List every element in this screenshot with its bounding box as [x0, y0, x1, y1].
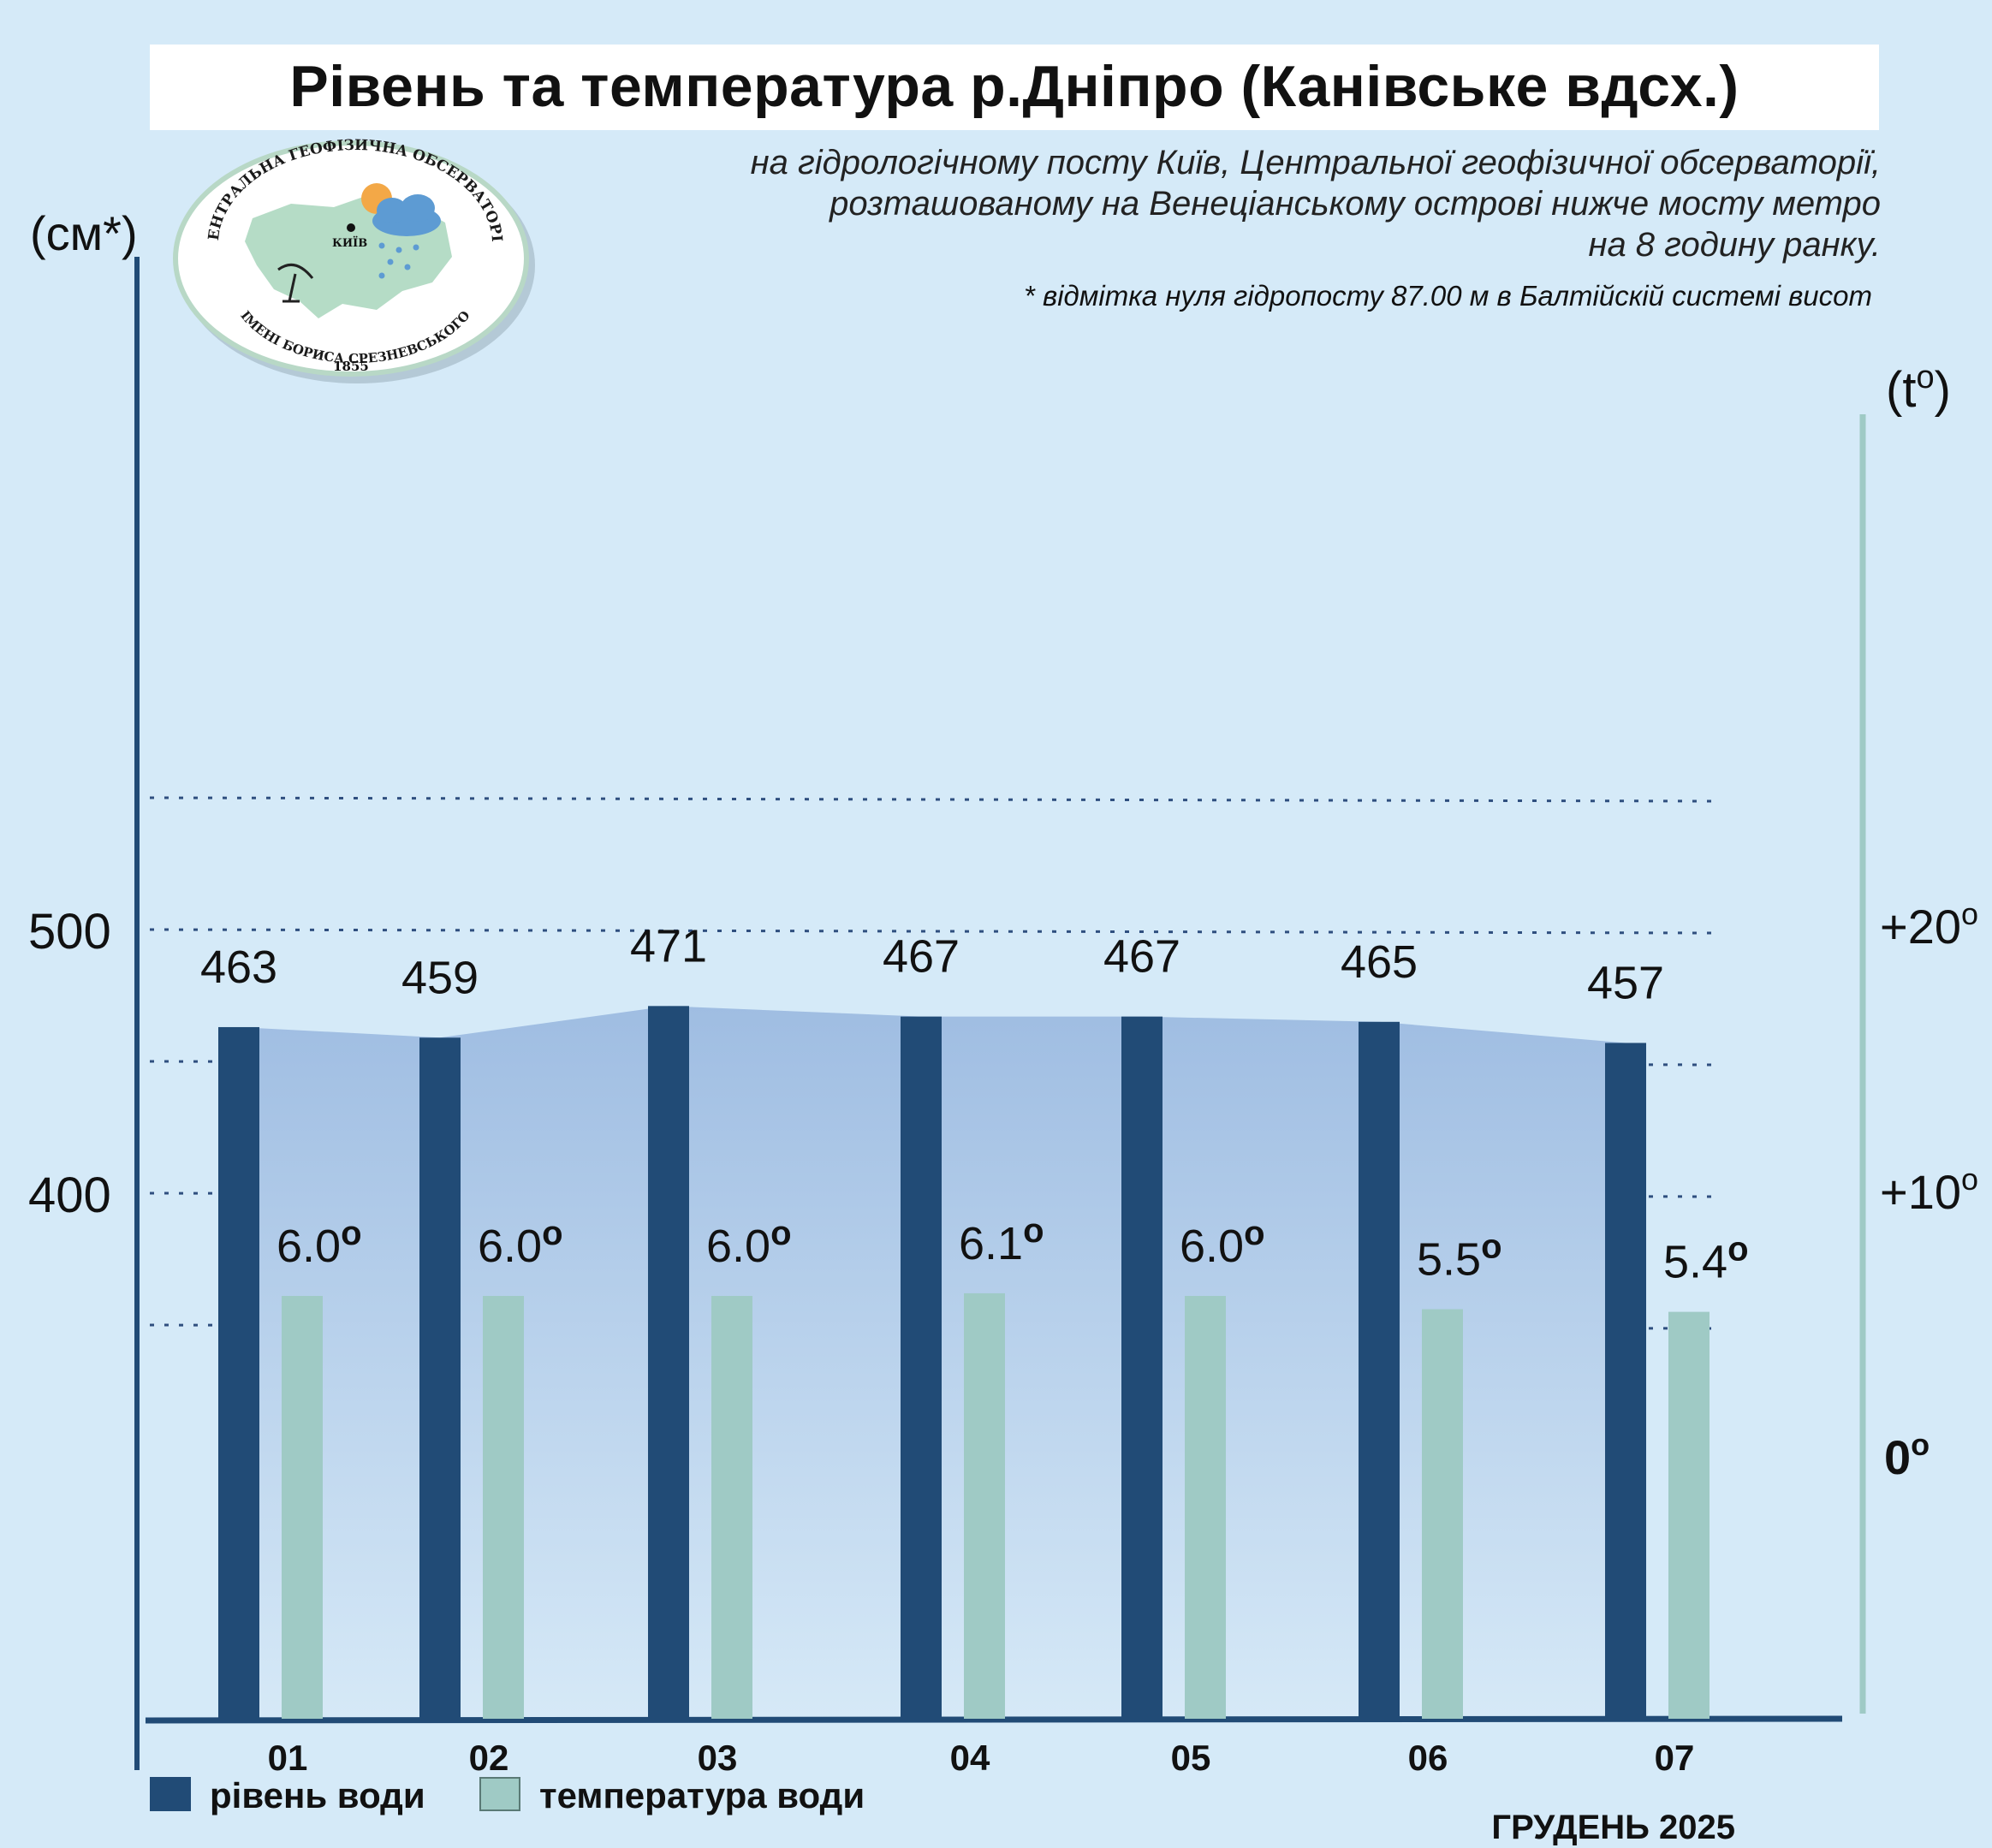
level-bar: [901, 1016, 942, 1719]
temperature-bar: [1668, 1311, 1710, 1719]
month-label: ГРУДЕНЬ 2025: [1491, 1809, 1735, 1846]
level-bar: [1605, 1043, 1646, 1719]
temperature-value-label: 5.5o: [1417, 1228, 1502, 1286]
y-left-tick-label: 400: [28, 1168, 111, 1223]
level-value-label: 459: [401, 952, 479, 1003]
level-bar: [1359, 1021, 1400, 1719]
level-value-label: 463: [200, 942, 277, 993]
satellite-dish-icon: [277, 263, 314, 303]
legend-temperature-swatch: [479, 1777, 520, 1811]
x-tick-label: 06: [1408, 1738, 1448, 1778]
y-right-tick-label: 0o: [1884, 1427, 1930, 1484]
x-tick-label: 02: [469, 1738, 509, 1778]
level-bar: [1121, 1016, 1162, 1719]
level-bar: [218, 1026, 259, 1719]
temperature-bar: [1422, 1309, 1463, 1719]
title-banner: Рівень та температура р.Дніпро (Канівськ…: [150, 45, 1879, 130]
kyiv-point-icon: [347, 223, 355, 232]
subtitle-line-1: на гідрологічному посту Київ, Центрально…: [750, 144, 1881, 181]
axes: [134, 257, 1866, 1770]
level-value-label: 457: [1587, 957, 1664, 1008]
chart-title: Рівень та температура р.Дніпро (Канівськ…: [289, 54, 1739, 119]
temperature-value-label: 6.0o: [706, 1215, 792, 1272]
x-tick-label: 04: [950, 1738, 990, 1778]
subtitle-line-3: на 8 годину ранку.: [1588, 226, 1881, 264]
x-tick-label: 05: [1171, 1738, 1211, 1778]
legend-level-label: рівень води: [210, 1775, 425, 1815]
level-value-label: 465: [1341, 936, 1418, 988]
temperature-bar: [483, 1296, 524, 1719]
legend-temperature-label: температура води: [539, 1775, 865, 1815]
level-value-label: 467: [1103, 931, 1180, 983]
x-tick-label: 07: [1655, 1738, 1695, 1778]
legend-level-swatch: [150, 1777, 191, 1811]
level-value-label: 471: [630, 920, 707, 972]
x-axis: [145, 1715, 1843, 1724]
temperature-value-label: 6.0o: [478, 1215, 563, 1272]
temperature-value-label: 6.0o: [1180, 1215, 1265, 1272]
level-value-label: 467: [883, 931, 960, 983]
temperature-value-label: 5.4o: [1663, 1231, 1749, 1288]
rain-cloud-icon: [372, 194, 441, 279]
footnote: * відмітка нуля гідропосту 87.00 м в Бал…: [1023, 280, 1872, 312]
level-bar: [648, 1006, 689, 1719]
temperature-bar: [711, 1296, 752, 1719]
y-right-unit-label: (to): [1886, 359, 1951, 418]
logo-city: КИЇВ: [332, 236, 367, 250]
y-right-tick-label: +10o: [1880, 1162, 1978, 1219]
logo-year: 1855: [333, 359, 369, 374]
temperature-bar: [1185, 1296, 1226, 1719]
observatory-logo: ЦЕНТРАЛЬНА ГЕОФІЗИЧНА ОБСЕРВАТОРІЯ ІМЕНІ…: [0, 0, 535, 383]
x-tick-label: 03: [698, 1738, 738, 1778]
y-left-tick-label: 500: [28, 904, 111, 960]
x-tick-label: 01: [268, 1738, 308, 1778]
temperature-bar: [282, 1296, 323, 1719]
labels: (см*) 400 500 (to) 0o +10o +20o 463 6.0o 01 459 6.0…: [28, 206, 1978, 1778]
temperature-value-label: 6.1o: [959, 1212, 1044, 1269]
level-bar: [419, 1037, 461, 1719]
temperature-value-label: 6.0o: [277, 1215, 362, 1272]
temperature-bar: [964, 1292, 1005, 1719]
bars: [218, 1006, 1710, 1719]
subtitle-line-2: розташованому на Венеціанському острові …: [830, 185, 1881, 223]
y-left-unit-label: (см*): [30, 206, 138, 260]
y-right-tick-label: +20o: [1880, 896, 1978, 954]
grid-line-0: [149, 796, 1713, 803]
